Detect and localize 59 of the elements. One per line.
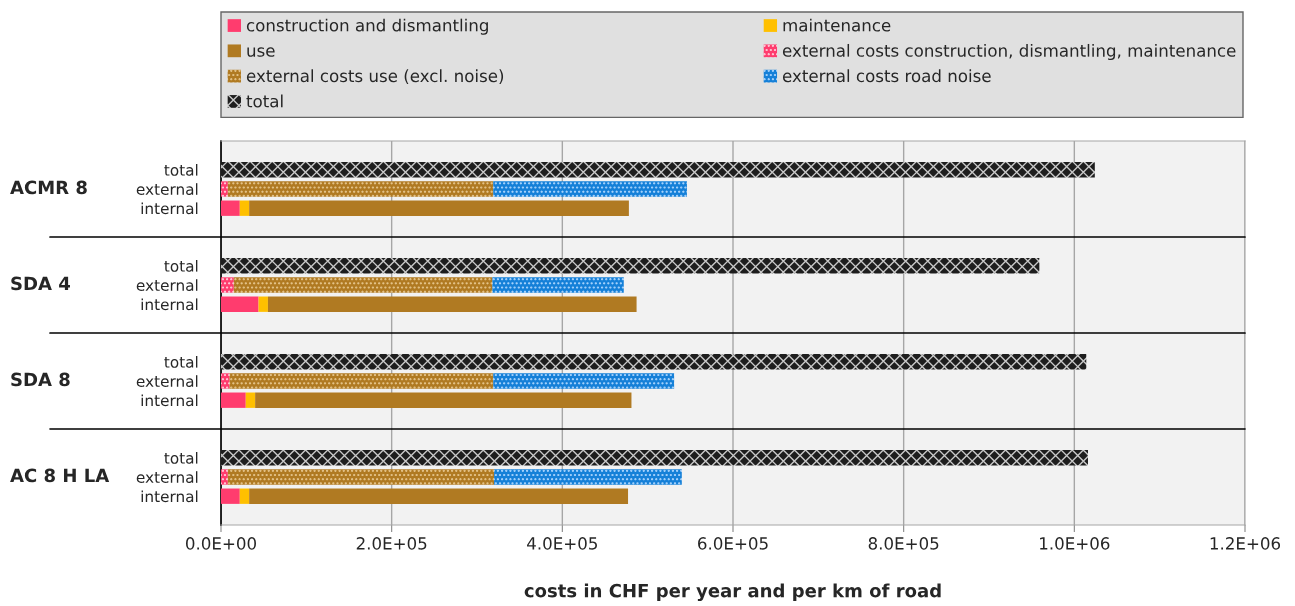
y-tick-label: external <box>136 375 198 388</box>
text: SDA 4 <box>11 276 70 291</box>
y-tick-label: total <box>164 164 198 176</box>
bar <box>221 392 246 408</box>
legend-label: maintenance <box>783 18 891 32</box>
legend-label: total <box>246 94 283 108</box>
bar <box>221 277 234 293</box>
legend-label: external costs use (excl. noise) <box>246 69 504 85</box>
text: ACMR 8 <box>10 180 87 195</box>
text: SDA 8 <box>11 372 70 387</box>
bar <box>233 277 493 293</box>
bar <box>221 296 259 312</box>
y-tick-label: internal <box>141 490 198 503</box>
y-tick-label: total <box>164 356 198 368</box>
bar <box>493 373 675 389</box>
y-tick-label: internal <box>141 202 198 215</box>
y-tick-label: internal <box>141 298 198 311</box>
legend-label: external costs construction, dismantling, maintenance <box>782 43 1236 61</box>
y-tick-label: total <box>164 452 198 464</box>
bar <box>221 162 1095 178</box>
bar <box>221 450 1088 466</box>
bar <box>249 488 629 504</box>
bar <box>239 488 250 504</box>
y-tick-label: external <box>136 279 198 292</box>
x-tick-label: 0.0E+00 <box>185 537 256 550</box>
bar <box>227 181 494 197</box>
x-tick-label: 2.0E+05 <box>356 537 427 550</box>
bar <box>239 200 250 216</box>
bar <box>221 354 1087 370</box>
bar <box>258 296 268 312</box>
bar <box>221 200 240 216</box>
x-tick-label: 6.0E+05 <box>698 537 768 550</box>
y-tick-label: internal <box>141 394 198 407</box>
y-tick-label: external <box>136 183 198 196</box>
legend-label: construction and dismantling <box>246 18 488 35</box>
bar <box>221 181 228 197</box>
y-tick-label: total <box>164 260 198 272</box>
bar <box>221 373 230 389</box>
bar <box>245 392 256 408</box>
bar <box>221 469 228 485</box>
bar <box>493 181 687 197</box>
text: AC 8 H LA <box>10 468 110 483</box>
bar <box>221 488 240 504</box>
bar <box>227 469 495 485</box>
bar <box>492 277 624 293</box>
y-tick-label: external <box>136 471 198 484</box>
x-tick-label: 8.0E+05 <box>868 537 939 550</box>
bar <box>221 258 1040 274</box>
x-axis-title: costs in CHF per year and per km of road <box>524 583 941 602</box>
bar <box>249 200 629 216</box>
legend-label: use <box>247 47 275 57</box>
x-tick-label: 1.2E+06 <box>1210 537 1281 550</box>
x-tick-label: 1.0E+06 <box>1040 537 1110 550</box>
x-tick-label: 4.0E+05 <box>527 537 597 550</box>
bar <box>229 373 494 389</box>
legend-label: external costs road noise <box>782 69 991 83</box>
bar <box>255 392 632 408</box>
bar <box>494 469 682 485</box>
bar <box>267 296 637 312</box>
